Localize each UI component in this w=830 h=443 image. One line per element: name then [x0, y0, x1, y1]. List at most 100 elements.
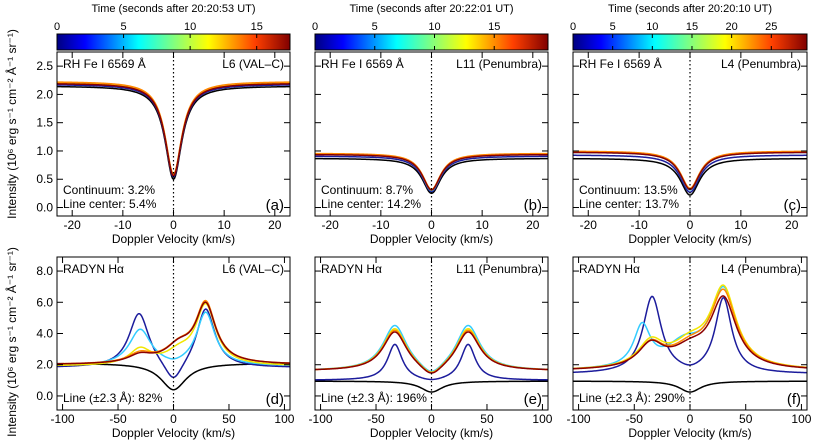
y-tick-label: 0.0: [36, 201, 53, 215]
x-tick-label: 100: [532, 412, 552, 426]
colorbar-tick-label: 20: [726, 21, 738, 33]
x-tick-label: -100: [309, 412, 333, 426]
series-line-darkred: [315, 153, 548, 191]
panel-title-left: RH Fe I 6569 Å: [579, 56, 662, 71]
x-tick-label: 0: [428, 412, 435, 426]
colorbar-tick-label: 15: [686, 21, 698, 33]
panel-note: Line center: 5.4%: [63, 197, 157, 211]
x-tick-label: 10: [475, 218, 489, 232]
series-line-blue: [315, 155, 548, 193]
colorbar-label: Time (seconds after 20:20:53 UT): [91, 3, 255, 15]
colorbar-gradient: [56, 33, 291, 51]
x-axis-label: Doppler Velocity (km/s): [370, 232, 493, 246]
colorbar-tick-label: 0: [54, 21, 60, 33]
colorbar-tick-label: 10: [646, 21, 658, 33]
y-tick-label: 6.0: [36, 295, 53, 309]
series-line-cyan: [315, 324, 548, 373]
series-line-darkred: [315, 331, 548, 374]
panel-letter: (e): [524, 391, 542, 408]
x-tick-label: 100: [791, 412, 811, 426]
colorbar-label: Time (seconds after 20:22:01 UT): [349, 3, 513, 15]
y-tick-label: 4.0: [36, 327, 53, 341]
x-tick-label: -50: [109, 412, 127, 426]
panel-d: -100 -50 0 50 100 Doppler Velocity (km/s) 0.0 2…: [36, 256, 295, 440]
panel-title-right: L4 (Penumbra): [721, 262, 801, 276]
colorbar-gradient: [314, 33, 549, 51]
y-tick-label: 0.0: [36, 389, 53, 403]
panel-letter: (b): [524, 197, 542, 214]
panel-note: Line (±2.3 Å): 290%: [579, 390, 685, 405]
x-tick-label: 20: [268, 218, 282, 232]
series-line-blue: [57, 84, 290, 178]
x-tick-label: 0: [687, 218, 694, 232]
panel-letter: (c): [784, 197, 802, 214]
x-axis-label: Doppler Velocity (km/s): [628, 426, 751, 440]
colorbar-tick-label: 15: [251, 21, 263, 33]
x-tick-label: 20: [526, 218, 540, 232]
series-line-blue: [315, 343, 548, 381]
x-tick-label: 0: [687, 412, 694, 426]
panel-letter: (d): [266, 391, 284, 408]
x-tick-label: -20: [580, 218, 598, 232]
panel-title-right: L4 (Penumbra): [721, 57, 801, 71]
series-line-black: [57, 85, 290, 181]
x-tick-label: -20: [64, 218, 82, 232]
panel-f: -100 -50 0 50 100 Doppler Velocity (km/s) RADY…: [567, 256, 812, 440]
x-axis-label: Doppler Velocity (km/s): [370, 426, 493, 440]
x-tick-label: 50: [222, 412, 236, 426]
panel-note: Continuum: 13.5%: [579, 183, 678, 197]
x-tick-label: 10: [734, 218, 748, 232]
y-tick-label: 2.0: [36, 87, 53, 101]
panel-title-right: L11 (Penumbra): [456, 262, 542, 276]
series-line-black: [315, 380, 548, 393]
panel-note: Line center: 14.2%: [321, 197, 421, 211]
x-tick-label: 0: [170, 218, 177, 232]
x-axis-label: Doppler Velocity (km/s): [112, 426, 235, 440]
series-group: [315, 324, 548, 393]
panel-title-left: RADYN Hα: [321, 262, 382, 276]
x-tick-label: -20: [322, 218, 340, 232]
series-line-darkred: [57, 83, 290, 177]
colorbar-1: Time (seconds after 20:20:53 UT) 0 5 10 15: [54, 3, 291, 51]
series-line-orange: [57, 81, 290, 176]
y-tick-label: 0.5: [36, 172, 53, 186]
x-tick-label: 50: [480, 412, 494, 426]
x-tick-label: 10: [217, 218, 231, 232]
y-axis-label-top: Intensity (10⁶ erg s⁻¹ cm⁻² Å⁻¹ sr⁻¹): [4, 29, 19, 219]
panel-note: Line (±2.3 Å): 196%: [321, 390, 427, 405]
x-tick-label: 20: [785, 218, 799, 232]
panel-letter: (f): [787, 391, 801, 408]
x-tick-label: 0: [428, 218, 435, 232]
series-line-yellow: [57, 302, 290, 367]
panel-note: Continuum: 3.2%: [63, 183, 155, 197]
panel-note: Line (±2.3 Å): 82%: [63, 390, 163, 405]
colorbar-tick-label: 10: [184, 21, 196, 33]
colorbar-tick-label: 5: [372, 21, 378, 33]
y-tick-label: 1.5: [36, 116, 53, 130]
series-line-cyan: [573, 285, 807, 370]
panel-a: -20 -10 0 10 20 Doppler Velocity (km/s) 0.0 0.5…: [36, 51, 291, 246]
colorbar-tick-label: 15: [488, 21, 500, 33]
panel-note: Continuum: 8.7%: [321, 183, 413, 197]
panel-title-left: RH Fe I 6569 Å: [63, 56, 146, 71]
colorbar-3: Time (seconds after 20:20:10 UT) 0 5 10 15 20…: [570, 3, 808, 51]
panel-title-right: L6 (VAL–C): [222, 262, 284, 276]
x-tick-label: -100: [51, 412, 75, 426]
x-tick-label: -10: [630, 218, 648, 232]
x-tick-label: 100: [274, 412, 294, 426]
colorbars: Time (seconds after 20:20:53 UT) 0 5 10 15 Ti…: [54, 3, 808, 51]
panel-b: -20 -10 0 10 20 Doppler Velocity (km/s) RH Fe …: [314, 51, 549, 246]
colorbar-tick-label: 0: [312, 21, 318, 33]
x-tick-label: 50: [739, 412, 753, 426]
y-tick-label: 2.0: [36, 358, 53, 372]
x-tick-label: -10: [114, 218, 132, 232]
colorbar-tick-label: 10: [428, 21, 440, 33]
panel-title-left: RADYN Hα: [63, 262, 124, 276]
colorbar-tick-label: 25: [765, 21, 777, 33]
colorbar-label: Time (seconds after 20:20:10 UT): [608, 3, 772, 15]
series-line-black: [573, 157, 807, 196]
series-line-black: [573, 380, 807, 393]
x-axis-label: Doppler Velocity (km/s): [628, 232, 751, 246]
